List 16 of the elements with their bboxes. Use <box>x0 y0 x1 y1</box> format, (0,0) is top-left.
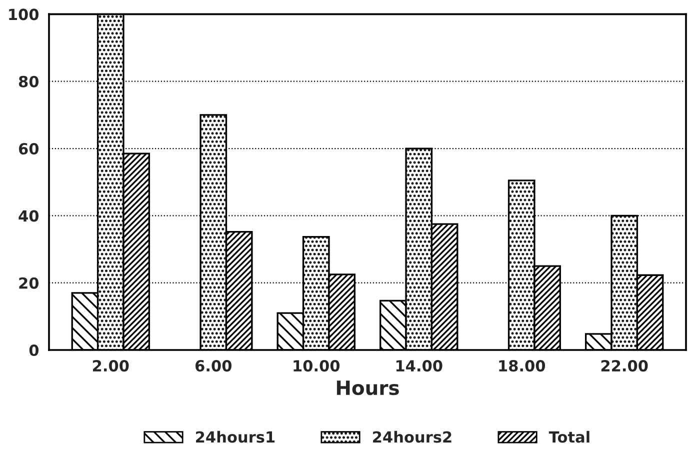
x-tick-label: 2.00 <box>93 360 129 372</box>
x-tick-label: 6.00 <box>195 360 232 372</box>
x-tick-label: 14.00 <box>396 360 442 372</box>
y-tick-label: 40 <box>18 210 39 222</box>
x-tick-label: 18.00 <box>499 360 546 372</box>
legend-label: 24hours1 <box>196 430 275 443</box>
y-tick-label: 20 <box>19 277 39 289</box>
y-tick-label: 60 <box>18 142 39 155</box>
legend-label: Total <box>548 430 590 443</box>
y-tick-label: 0 <box>29 344 39 356</box>
x-tick-label: 22.00 <box>601 360 648 372</box>
x-tick-label: 10.00 <box>294 360 340 372</box>
x-axis-title: Hours <box>336 380 399 396</box>
y-tick-label: 100 <box>9 8 39 20</box>
legend-label: 24hours2 <box>373 430 452 443</box>
y-tick-label: 80 <box>18 76 39 88</box>
